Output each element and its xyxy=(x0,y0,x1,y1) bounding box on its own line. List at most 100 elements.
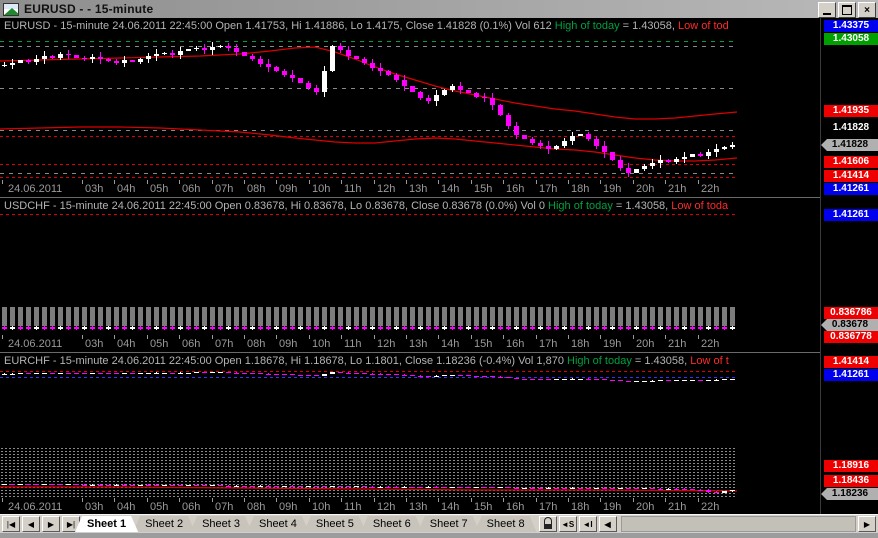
candle xyxy=(58,372,63,374)
minimize-button[interactable] xyxy=(818,2,836,18)
candle xyxy=(82,57,87,60)
volume-bar xyxy=(490,307,495,326)
level-line xyxy=(0,46,737,47)
axis-hour-label: 19h xyxy=(603,501,622,513)
candle xyxy=(722,491,727,493)
high-of-today-value: = 1.43058, xyxy=(619,20,679,32)
volume-bar xyxy=(250,307,255,326)
price-label-0836786: 0.836786 xyxy=(824,307,878,319)
candle xyxy=(666,488,671,490)
axis-hour-label: 16h xyxy=(506,338,525,350)
axis-hour-label: 12h xyxy=(377,338,396,350)
candle xyxy=(386,71,391,76)
lock-icon xyxy=(543,516,552,524)
tab-sheet-6[interactable]: Sheet 6 xyxy=(361,516,423,532)
axis-hour-label: 10h xyxy=(312,183,331,195)
candle xyxy=(586,327,591,329)
chart-plot-usdchf[interactable] xyxy=(0,213,820,335)
level-line xyxy=(0,371,737,372)
lock-button[interactable] xyxy=(538,516,557,532)
axis-tick xyxy=(276,180,277,184)
candle xyxy=(490,98,495,106)
tab-sheet-3[interactable]: Sheet 3 xyxy=(190,516,252,532)
tab-sheet-7[interactable]: Sheet 7 xyxy=(418,516,480,532)
candle xyxy=(146,56,151,60)
candle xyxy=(154,54,159,57)
axis-tick xyxy=(179,335,180,339)
candle xyxy=(418,92,423,99)
volume-bar xyxy=(18,307,23,326)
axis-hour-label: 06h xyxy=(182,501,201,513)
chart-plot-eurusd[interactable] xyxy=(0,33,820,180)
price-label-118236: 1.18236 xyxy=(821,488,878,500)
candle xyxy=(714,379,719,381)
axis-hour-label: 20h xyxy=(636,501,655,513)
tab-sheet-4[interactable]: Sheet 4 xyxy=(247,516,309,532)
chart-plot-eurchf[interactable] xyxy=(0,368,820,498)
axis-hour-label: 11h xyxy=(344,501,362,513)
header-info: EURUSD - 15-minute 24.06.2011 22:45:00 O… xyxy=(4,20,555,32)
candle xyxy=(218,485,223,487)
candle xyxy=(258,327,263,329)
scroll-right-button[interactable]: ▶ xyxy=(858,516,876,532)
panel-divider[interactable] xyxy=(0,352,878,353)
price-label-143058: 1.43058 xyxy=(824,33,878,45)
volume-bar xyxy=(202,307,207,326)
tab-sheet-5[interactable]: Sheet 5 xyxy=(304,516,366,532)
axis-tick xyxy=(438,180,439,184)
tool-button-I[interactable]: ◄I xyxy=(578,516,597,532)
volume-bar xyxy=(482,307,487,326)
candle xyxy=(442,89,447,95)
volume-bar xyxy=(306,307,311,326)
candle xyxy=(154,327,159,329)
axis-tick xyxy=(244,335,245,339)
title-bar[interactable]: EURUSD - - 15-minute × xyxy=(0,0,878,18)
candle xyxy=(242,327,247,329)
volume-bar xyxy=(2,307,7,326)
candle xyxy=(722,327,727,329)
tab-sheet-8[interactable]: Sheet 8 xyxy=(475,516,537,532)
candle xyxy=(434,327,439,329)
horizontal-scrollbar-track[interactable] xyxy=(620,516,856,532)
tab-sheet-2[interactable]: Sheet 2 xyxy=(133,516,195,532)
candle xyxy=(642,165,647,170)
volume-bar xyxy=(458,307,463,326)
candle xyxy=(442,487,447,489)
first-sheet-button[interactable]: |◀ xyxy=(2,516,20,532)
candle xyxy=(634,381,639,383)
candle xyxy=(650,327,655,329)
candle xyxy=(434,94,439,101)
candle xyxy=(362,58,367,63)
volume-bar xyxy=(402,307,407,326)
axis-tick xyxy=(309,498,310,502)
axis-hour-label: 13h xyxy=(409,183,428,195)
candle xyxy=(2,373,7,375)
price-label-0836778: 0.836778 xyxy=(824,331,878,343)
candle xyxy=(554,379,559,381)
panel-divider[interactable] xyxy=(0,197,878,198)
next-sheet-button[interactable]: ▶ xyxy=(42,516,60,532)
volume-bar xyxy=(98,307,103,326)
tool-button-S[interactable]: ◄S xyxy=(558,516,577,532)
candle xyxy=(306,486,311,488)
tab-sheet-1[interactable]: Sheet 1 xyxy=(75,516,138,532)
volume-bar xyxy=(34,307,39,326)
candle xyxy=(514,327,519,329)
prev-sheet-button[interactable]: ◀ xyxy=(22,516,40,532)
close-button[interactable]: × xyxy=(858,2,876,18)
axis-tick xyxy=(665,335,666,339)
candle xyxy=(530,327,535,329)
volume-bar xyxy=(522,307,527,326)
candle xyxy=(50,56,55,58)
candle xyxy=(578,487,583,489)
candle xyxy=(66,484,71,486)
candle xyxy=(90,56,95,60)
candle xyxy=(194,485,199,487)
scroll-left-button[interactable]: ◀ xyxy=(598,516,617,532)
maximize-button[interactable] xyxy=(838,2,856,18)
candle xyxy=(402,374,407,376)
candle xyxy=(442,375,447,377)
volume-bar xyxy=(562,307,567,326)
candle xyxy=(530,138,535,144)
candle xyxy=(722,379,727,381)
